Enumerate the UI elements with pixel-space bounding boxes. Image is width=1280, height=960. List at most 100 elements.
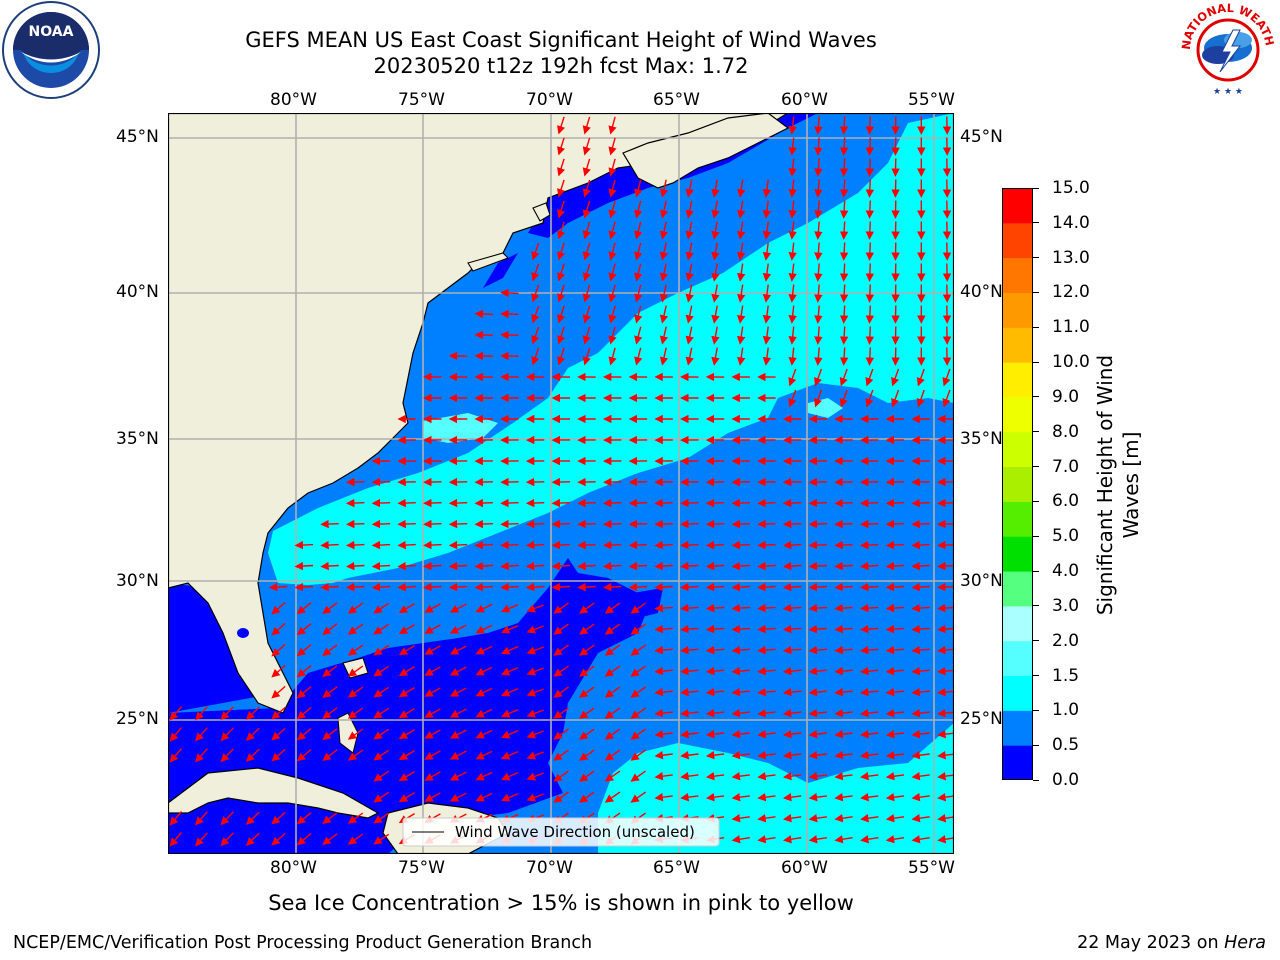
- wave-direction-arrow: [788, 137, 797, 156]
- wave-direction-arrow: [788, 221, 797, 240]
- wave-direction-arrow: [685, 200, 694, 219]
- wave-direction-arrow: [398, 645, 415, 656]
- wave-direction-arrow: [322, 728, 338, 741]
- top-lon-label: 80°W: [270, 90, 317, 110]
- wave-direction-arrow: [911, 645, 930, 655]
- wave-direction-arrow: [885, 624, 905, 634]
- wave-direction-arrow: [731, 603, 750, 613]
- wave-direction-arrow: [860, 498, 879, 508]
- wave-direction-arrow: [680, 498, 699, 508]
- wave-direction-arrow: [449, 771, 467, 781]
- wave-direction-arrow: [860, 603, 879, 613]
- wave-direction-arrow: [475, 771, 493, 781]
- wave-direction-arrow: [608, 137, 617, 156]
- colorbar-segment: [1002, 362, 1033, 398]
- wave-direction-arrow: [814, 221, 823, 240]
- wave-direction-arrow: [423, 498, 442, 508]
- wave-direction-arrow: [685, 284, 694, 303]
- wave-direction-arrow: [475, 750, 493, 760]
- colorbar-tick-mark: [1033, 640, 1039, 642]
- wave-direction-arrow: [680, 519, 699, 529]
- wave-band-1-1.5-north: [268, 113, 954, 585]
- wave-direction-arrow: [885, 751, 905, 760]
- wave-direction-arrow: [373, 686, 390, 698]
- wave-direction-arrow: [604, 665, 621, 677]
- wave-direction-arrow: [865, 263, 875, 282]
- wave-direction-arrow: [424, 666, 441, 676]
- wave-direction-arrow: [757, 751, 776, 760]
- wave-direction-arrow: [195, 748, 208, 763]
- wave-direction-arrow: [553, 749, 569, 761]
- wave-direction-arrow: [608, 200, 617, 219]
- wave-direction-arrow: [865, 347, 875, 366]
- colorbar-tick-mark: [1033, 605, 1039, 607]
- wave-direction-arrow: [860, 835, 879, 844]
- wave-direction-arrow: [680, 540, 699, 550]
- wave-direction-arrow: [271, 664, 286, 678]
- wave-direction-arrow: [603, 498, 622, 508]
- wave-direction-arrow: [839, 368, 848, 387]
- wave-direction-arrow: [737, 179, 746, 198]
- colorbar-segment: [1002, 675, 1033, 711]
- wave-direction-arrow: [711, 263, 720, 282]
- wave-direction-arrow: [630, 686, 647, 698]
- chart-subtitle: 20230520 t12z 192h fcst Max: 1.72: [373, 54, 749, 78]
- wave-direction-arrow: [423, 519, 442, 529]
- wave-direction-arrow: [937, 498, 954, 508]
- wave-direction-arrow: [398, 750, 415, 761]
- wave-direction-arrow: [788, 116, 797, 135]
- wave-direction-arrow: [500, 582, 519, 592]
- wave-direction-arrow: [865, 242, 875, 261]
- wave-direction-arrow: [731, 561, 750, 571]
- wave-direction-arrow: [757, 645, 776, 655]
- nws-logo-icon: NATIONAL WEATHER SERVICE ★ ★ ★: [1178, 0, 1277, 98]
- wave-direction-arrow: [553, 791, 569, 803]
- wave-direction-arrow: [500, 288, 519, 298]
- wave-direction-arrow: [834, 708, 853, 718]
- wave-direction-arrow: [398, 666, 415, 677]
- colorbar: [1002, 188, 1033, 780]
- wave-direction-arrow: [654, 561, 673, 571]
- wave-direction-arrow: [885, 687, 905, 697]
- wave-direction-arrow: [474, 561, 493, 571]
- wave-direction-arrow: [782, 708, 802, 718]
- wave-direction-arrow: [553, 770, 569, 782]
- wave-direction-arrow: [630, 728, 647, 740]
- wave-direction-arrow: [398, 771, 415, 782]
- wave-direction-arrow: [608, 242, 617, 261]
- wave-direction-arrow: [296, 749, 312, 762]
- wave-direction-arrow: [731, 708, 750, 718]
- wave-direction-arrow: [557, 116, 566, 135]
- colorbar-tick-label: 0.0: [1052, 770, 1080, 790]
- wave-direction-arrow: [322, 707, 338, 720]
- wave-direction-arrow: [220, 811, 234, 826]
- wave-direction-arrow: [937, 793, 954, 802]
- wave-direction-arrow: [860, 730, 879, 739]
- wave-direction-arrow: [659, 200, 669, 219]
- wave-direction-arrow: [501, 772, 519, 781]
- wave-direction-arrow: [169, 748, 183, 763]
- wave-direction-arrow: [860, 540, 879, 550]
- wave-direction-arrow: [322, 665, 338, 678]
- wave-direction-arrow: [320, 561, 339, 571]
- wave-direction-arrow: [322, 812, 338, 825]
- wave-direction-arrow: [731, 751, 750, 760]
- left-lat-label: 40°N: [116, 282, 159, 302]
- wave-direction-arrow: [757, 624, 776, 634]
- wave-direction-arrow: [582, 284, 591, 303]
- wave-direction-arrow: [680, 730, 699, 739]
- wave-direction-arrow: [834, 751, 853, 760]
- top-lon-label: 75°W: [398, 90, 445, 110]
- wave-direction-arrow: [839, 347, 849, 366]
- wave-direction-arrow: [501, 604, 519, 613]
- wave-direction-arrow: [757, 666, 776, 676]
- wave-direction-arrow: [526, 730, 544, 739]
- wave-direction-arrow: [937, 708, 954, 718]
- wave-direction-arrow: [705, 708, 725, 718]
- left-lat-label: 30°N: [116, 571, 159, 591]
- top-lon-label: 55°W: [908, 90, 955, 110]
- wave-direction-arrow: [531, 242, 540, 261]
- wave-direction-arrow: [731, 772, 750, 781]
- wave-direction-arrow: [757, 582, 776, 592]
- wave-direction-arrow: [782, 540, 802, 550]
